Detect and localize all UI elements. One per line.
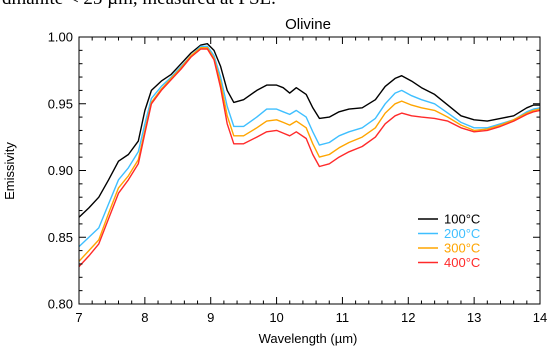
legend-label: 300°C	[444, 241, 480, 256]
caption-text: dmanite < 25 µm, measured at PSL.	[2, 0, 276, 10]
y-axis-label: Emissivity	[2, 142, 17, 200]
legend-label: 200°C	[444, 226, 480, 241]
x-tick-label: 11	[336, 310, 350, 325]
y-tick-label: 1.00	[48, 30, 73, 45]
x-tick-label: 9	[207, 310, 214, 325]
series-layer	[78, 43, 541, 268]
series-line-1	[78, 43, 540, 218]
x-tick-label: 12	[401, 310, 415, 325]
x-tick-label: 13	[467, 310, 481, 325]
legend-label: 100°C	[444, 212, 480, 227]
x-tick-label: 10	[269, 310, 283, 325]
x-tick-label: 8	[141, 310, 148, 325]
legend-label: 400°C	[444, 255, 480, 270]
y-tick-label: 0.85	[48, 230, 73, 245]
y-tick-label: 0.90	[48, 163, 73, 178]
y-tick-label: 0.80	[48, 297, 73, 312]
x-tick-label: 7	[75, 310, 82, 325]
chart-title: Olivine	[285, 16, 331, 33]
series-line-2	[78, 45, 541, 248]
axis-layer: 7 8 9 10 11 12 13 14 0.80 0.85 0.90 0.95 1.00	[48, 30, 548, 326]
series-line-3	[78, 47, 541, 262]
series-line-4	[78, 48, 541, 268]
x-axis-label: Wavelength (µm)	[259, 331, 358, 346]
y-tick-label: 0.95	[48, 96, 73, 111]
x-tick-label: 14	[533, 310, 547, 325]
y-axis-label-group: Emissivity	[2, 142, 17, 200]
